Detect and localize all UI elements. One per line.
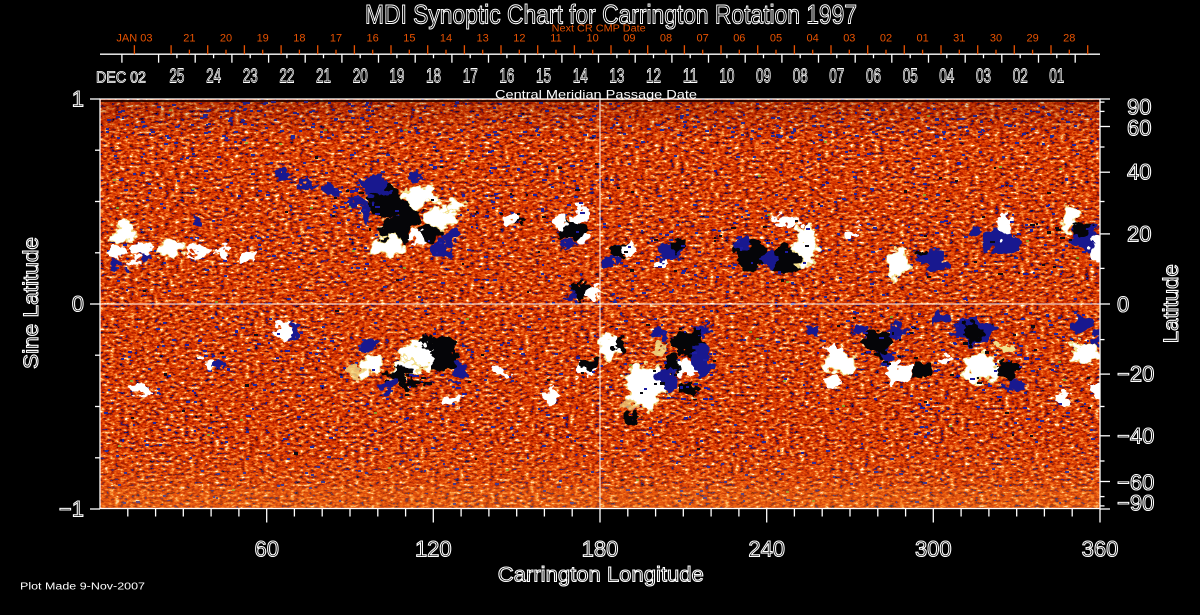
svg-text:13: 13 xyxy=(609,66,624,88)
svg-text:90: 90 xyxy=(1127,95,1151,120)
svg-text:08: 08 xyxy=(660,33,672,45)
svg-text:10: 10 xyxy=(587,33,599,45)
svg-text:JAN 03: JAN 03 xyxy=(116,33,152,45)
svg-text:28: 28 xyxy=(1063,33,1075,45)
svg-text:09: 09 xyxy=(756,66,771,88)
svg-text:16: 16 xyxy=(499,66,514,88)
svg-text:Sine Latitude: Sine Latitude xyxy=(20,237,43,369)
svg-text:05: 05 xyxy=(770,33,782,45)
svg-text:20: 20 xyxy=(220,33,232,45)
svg-text:15: 15 xyxy=(536,66,551,88)
svg-text:Latitude: Latitude xyxy=(1160,264,1183,343)
svg-text:18: 18 xyxy=(293,33,305,45)
svg-text:24: 24 xyxy=(206,66,221,88)
svg-text:12: 12 xyxy=(646,66,661,88)
svg-text:21: 21 xyxy=(316,66,331,88)
svg-text:11: 11 xyxy=(683,66,698,88)
svg-text:−40: −40 xyxy=(1117,424,1154,449)
svg-text:360: 360 xyxy=(1082,537,1119,562)
svg-text:08: 08 xyxy=(793,66,808,88)
svg-text:−20: −20 xyxy=(1117,362,1154,387)
svg-text:18: 18 xyxy=(426,66,441,88)
svg-text:14: 14 xyxy=(440,33,452,45)
svg-text:−60: −60 xyxy=(1117,470,1154,495)
svg-text:07: 07 xyxy=(697,33,709,45)
svg-text:30: 30 xyxy=(990,33,1002,45)
svg-text:04: 04 xyxy=(807,33,819,45)
svg-text:17: 17 xyxy=(463,66,478,88)
svg-text:17: 17 xyxy=(330,33,342,45)
svg-text:60: 60 xyxy=(1127,116,1151,141)
svg-text:04: 04 xyxy=(939,66,954,88)
svg-text:01: 01 xyxy=(1049,66,1064,88)
svg-text:−1: −1 xyxy=(59,497,84,522)
svg-text:03: 03 xyxy=(843,33,855,45)
svg-text:02: 02 xyxy=(1013,66,1028,88)
svg-text:300: 300 xyxy=(915,537,952,562)
svg-text:11: 11 xyxy=(550,33,561,45)
svg-text:0: 0 xyxy=(72,292,84,317)
svg-text:10: 10 xyxy=(719,66,734,88)
svg-text:02: 02 xyxy=(880,33,892,45)
svg-text:Plot Made 9-Nov-2007: Plot Made 9-Nov-2007 xyxy=(20,582,146,593)
svg-text:0: 0 xyxy=(1117,292,1129,317)
svg-text:06: 06 xyxy=(866,66,881,88)
svg-text:15: 15 xyxy=(403,33,415,45)
svg-text:20: 20 xyxy=(1127,222,1151,247)
svg-text:DEC 02: DEC 02 xyxy=(96,70,146,87)
svg-text:19: 19 xyxy=(389,66,404,88)
svg-text:16: 16 xyxy=(367,33,379,45)
svg-text:25: 25 xyxy=(169,66,184,88)
svg-text:40: 40 xyxy=(1127,160,1151,185)
svg-text:19: 19 xyxy=(257,33,269,45)
svg-text:01: 01 xyxy=(917,33,929,45)
svg-text:60: 60 xyxy=(254,537,278,562)
svg-text:05: 05 xyxy=(903,66,918,88)
svg-text:29: 29 xyxy=(1027,33,1039,45)
svg-text:23: 23 xyxy=(243,66,258,88)
svg-text:31: 31 xyxy=(953,33,965,45)
svg-text:12: 12 xyxy=(513,33,525,45)
svg-text:03: 03 xyxy=(976,66,991,88)
svg-text:09: 09 xyxy=(623,33,635,45)
svg-text:180: 180 xyxy=(582,537,619,562)
svg-text:−90: −90 xyxy=(1117,491,1154,516)
svg-text:21: 21 xyxy=(183,33,195,45)
svg-text:07: 07 xyxy=(829,66,844,88)
svg-text:1: 1 xyxy=(72,87,84,112)
svg-text:Carrington Longitude: Carrington Longitude xyxy=(498,563,704,587)
svg-text:240: 240 xyxy=(748,537,785,562)
svg-text:22: 22 xyxy=(279,66,294,88)
svg-text:MDI Synoptic Chart for Carring: MDI Synoptic Chart for Carrington Rotati… xyxy=(365,0,857,30)
svg-text:06: 06 xyxy=(733,33,745,45)
svg-text:Central Meridian Passage Date: Central Meridian Passage Date xyxy=(495,88,697,102)
svg-text:120: 120 xyxy=(415,537,452,562)
svg-text:13: 13 xyxy=(477,33,489,45)
svg-text:14: 14 xyxy=(573,66,588,88)
svg-text:20: 20 xyxy=(353,66,368,88)
svg-text:Next CR CMP Date: Next CR CMP Date xyxy=(552,24,646,35)
